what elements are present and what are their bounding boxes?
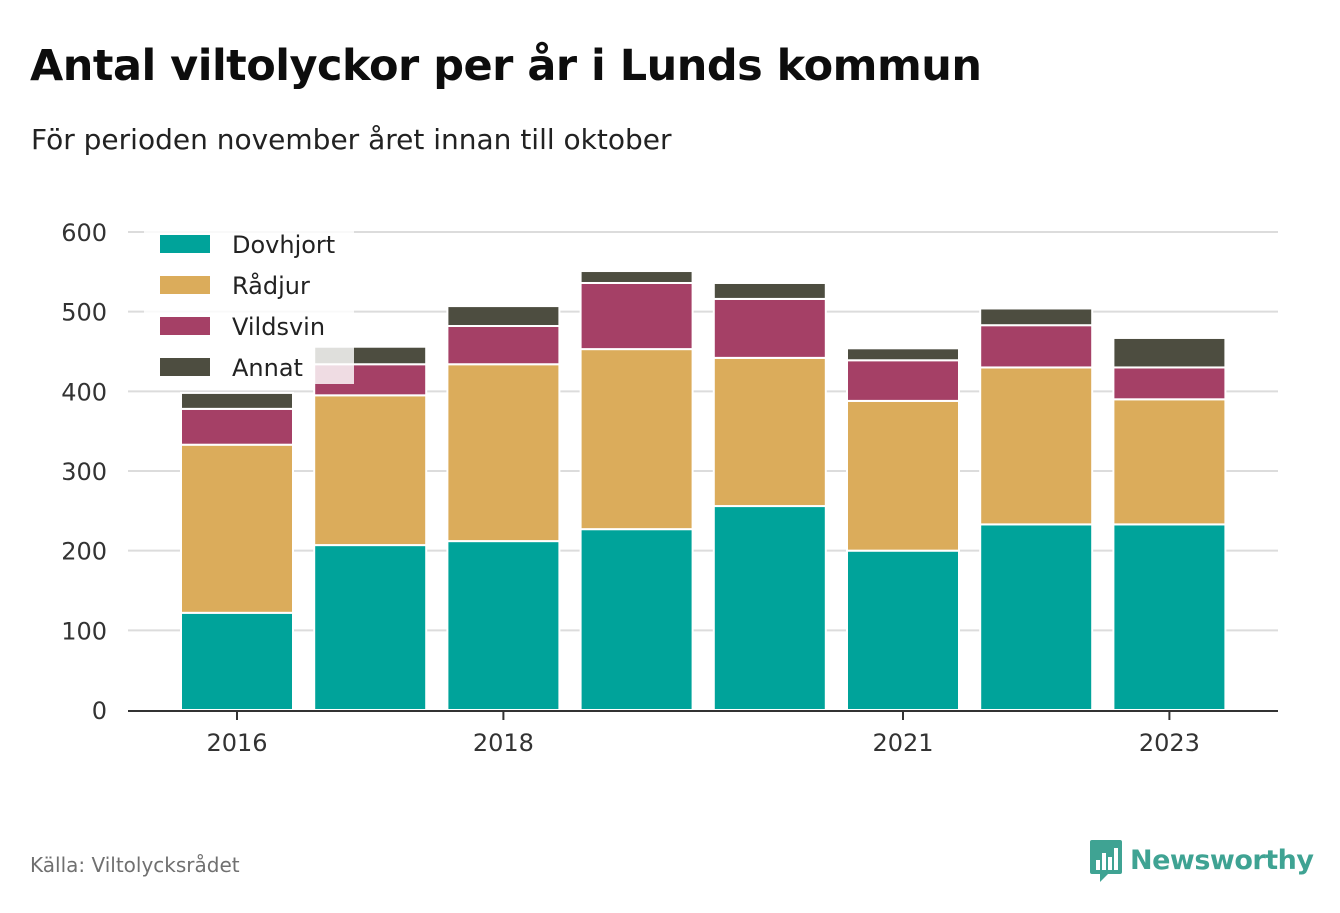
bar-stack-2019 <box>579 270 694 712</box>
bar-segment-vildsvin-2023 <box>1112 366 1227 401</box>
y-tick-label: 0 <box>92 697 107 725</box>
bar-segment-vildsvin-2020 <box>712 297 827 359</box>
bar-segment-annat-2016 <box>180 391 294 410</box>
bar-segment-dovhjort-2018 <box>446 540 561 712</box>
legend-swatch <box>160 276 210 294</box>
bar-stack-2020 <box>712 281 827 712</box>
bar-stack-2021 <box>846 347 960 712</box>
y-tick-label: 400 <box>61 378 107 406</box>
bar-segment-annat-2022 <box>979 307 1094 327</box>
bar-stack-2018 <box>446 305 561 712</box>
legend-label: Vildsvin <box>232 313 325 341</box>
bar-segment-dovhjort-2019 <box>579 528 694 712</box>
bar-segment-vildsvin-2016 <box>180 407 294 446</box>
bar-segment-dovhjort-2022 <box>979 523 1094 711</box>
legend-swatch <box>160 358 210 376</box>
legend-item-dovhjort: Dovhjort <box>160 231 335 259</box>
bar-segment-rådjur-2021 <box>846 399 960 552</box>
bar-segment-rådjur-2020 <box>712 356 827 508</box>
bar-segment-rådjur-2017 <box>313 394 428 547</box>
bar-segment-annat-2020 <box>712 281 827 300</box>
bar-segment-vildsvin-2021 <box>846 359 960 402</box>
y-tick-label: 500 <box>61 299 107 327</box>
bar-stack-2022 <box>979 307 1094 711</box>
legend-item-vildsvin: Vildsvin <box>160 313 325 341</box>
x-tick-label: 2021 <box>872 729 933 757</box>
legend-item-annat: Annat <box>160 354 303 382</box>
bar-segment-vildsvin-2022 <box>979 324 1094 369</box>
bar-segment-annat-2021 <box>846 347 960 362</box>
bars <box>180 270 1227 712</box>
bar-segment-dovhjort-2023 <box>1112 523 1227 711</box>
x-tick-label: 2016 <box>206 729 267 757</box>
x-tick-label: 2023 <box>1139 729 1200 757</box>
x-tick-label: 2018 <box>473 729 534 757</box>
y-tick-label: 200 <box>61 538 107 566</box>
chart-subtitle: För perioden november året innan till ok… <box>31 123 672 156</box>
y-tick-label: 300 <box>61 458 107 486</box>
y-tick-label: 100 <box>61 617 107 645</box>
bar-stack-2017 <box>313 345 428 712</box>
bar-segment-dovhjort-2020 <box>712 505 827 712</box>
bar-segment-rådjur-2019 <box>579 348 694 531</box>
legend-label: Dovhjort <box>232 231 335 259</box>
bar-segment-annat-2018 <box>446 305 561 328</box>
bar-segment-annat-2023 <box>1112 336 1227 369</box>
bar-segment-dovhjort-2017 <box>313 544 428 712</box>
bar-stack-2023 <box>1112 336 1227 711</box>
newsworthy-chart-icon <box>1090 840 1122 882</box>
legend-label: Annat <box>232 354 303 382</box>
bar-segment-annat-2019 <box>579 270 694 284</box>
x-axis-ticks: 2016 2018 2021 2023 <box>206 711 1200 757</box>
legend-swatch <box>160 317 210 335</box>
chart-title: Antal viltolyckor per år i Lunds kommun <box>30 41 982 91</box>
bar-segment-rådjur-2018 <box>446 363 561 543</box>
bar-segment-vildsvin-2019 <box>579 281 694 351</box>
bar-segment-dovhjort-2016 <box>180 611 294 711</box>
bar-segment-rådjur-2023 <box>1112 398 1227 526</box>
bar-segment-rådjur-2016 <box>180 443 294 614</box>
y-axis-ticks: 0 100 200 300 400 500 600 <box>61 219 107 725</box>
legend: Dovhjort Rådjur Vildsvin Annat <box>144 226 354 384</box>
bar-stack-2016 <box>180 391 294 711</box>
legend-label: Rådjur <box>232 271 310 300</box>
legend-item-rådjur: Rådjur <box>160 271 310 300</box>
brand-name: Newsworthy <box>1130 845 1314 876</box>
y-tick-label: 600 <box>61 219 107 247</box>
bar-segment-rådjur-2022 <box>979 366 1094 526</box>
bar-segment-vildsvin-2018 <box>446 325 561 366</box>
legend-swatch <box>160 235 210 253</box>
newsworthy-logo: Newsworthy <box>1088 838 1314 884</box>
source-note: Källa: Viltolycksrådet <box>30 853 240 877</box>
bar-segment-dovhjort-2021 <box>846 549 960 712</box>
